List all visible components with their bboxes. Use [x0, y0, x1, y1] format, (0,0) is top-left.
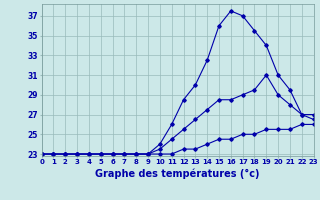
X-axis label: Graphe des températures (°c): Graphe des températures (°c)	[95, 168, 260, 179]
